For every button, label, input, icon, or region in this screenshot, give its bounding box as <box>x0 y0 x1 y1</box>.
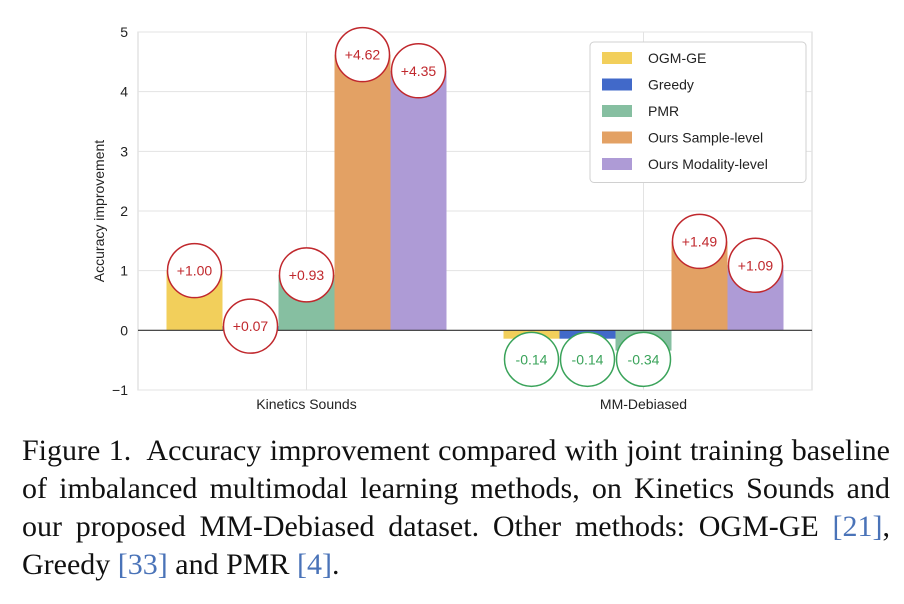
value-annotation-label: +0.07 <box>233 318 269 334</box>
caption-text: Accuracy improvement compared with joint… <box>22 434 890 543</box>
value-annotation-circle <box>615 331 672 388</box>
value-annotation-circle <box>503 331 560 388</box>
value-annotation-label: +1.49 <box>682 233 718 249</box>
legend-entry-label: Greedy <box>648 77 694 93</box>
y-tick-label: −1 <box>112 382 128 398</box>
value-annotation-circle <box>727 237 784 294</box>
caption-text: and PMR <box>167 548 297 581</box>
citation-33[interactable]: [33] <box>117 548 168 581</box>
bar <box>334 54 391 331</box>
value-annotation-label: -0.34 <box>628 351 660 367</box>
value-annotation-label: +0.93 <box>289 267 325 283</box>
value-annotation-circle <box>278 247 335 303</box>
x-category-label: Kinetics Sounds <box>256 396 356 412</box>
legend-entry-label: Ours Modality-level <box>648 156 768 172</box>
legend-box <box>589 41 807 183</box>
bar <box>390 70 447 331</box>
caption-label: Figure 1. <box>22 434 132 467</box>
value-annotation-label: +1.00 <box>177 263 213 279</box>
caption-text: . <box>331 548 340 581</box>
chart-container: −1 0 1 2 3 4 5 +1.00 -0.14 +0.07 -0.14 +0.93 -0.34 +4… <box>91 24 813 412</box>
value-annotation-circle <box>334 26 391 83</box>
legend-entry-label: PMR <box>648 103 679 119</box>
legend-swatch <box>602 105 632 117</box>
value-annotation-circle <box>222 298 279 354</box>
value-annotation-circle <box>166 242 223 299</box>
legend-swatch <box>602 52 632 64</box>
bar-chart: −1 0 1 2 3 4 5 +1.00 -0.14 +0.07 -0.14 +0.93 -0.34 +4… <box>91 24 813 412</box>
value-annotation-label: +4.35 <box>401 63 437 79</box>
value-annotation-circle <box>671 213 728 270</box>
legend-swatch <box>602 158 632 170</box>
y-axis-label: Accuracy improvement <box>91 140 107 282</box>
value-annotation-label: -0.14 <box>572 351 604 367</box>
x-category-label: MM-Debiased <box>600 396 687 412</box>
value-annotation-label: -0.14 <box>516 351 548 367</box>
y-tick-label: 4 <box>120 84 128 100</box>
value-annotation-circle <box>559 331 616 388</box>
legend-swatch <box>602 78 632 91</box>
y-tick-label: 5 <box>120 24 128 40</box>
value-annotation-label: +4.62 <box>345 47 381 63</box>
citation-4[interactable]: [4] <box>296 548 332 581</box>
value-annotation-circle <box>390 43 447 99</box>
legend-swatch <box>602 131 632 144</box>
y-tick-label: 3 <box>120 143 128 159</box>
figure-caption: Figure 1. Accuracy improvement compared … <box>22 432 890 584</box>
legend-entry-label: Ours Sample-level <box>648 130 763 146</box>
citation-21[interactable]: [21] <box>832 510 883 543</box>
value-annotation-label: +1.09 <box>738 257 774 273</box>
caption-text: , Greedy <box>22 510 890 581</box>
y-tick-label: 1 <box>120 263 128 279</box>
legend-entry-label: OGM-GE <box>648 50 706 66</box>
y-tick-label: 2 <box>120 203 128 219</box>
y-tick-label: 0 <box>120 322 128 338</box>
